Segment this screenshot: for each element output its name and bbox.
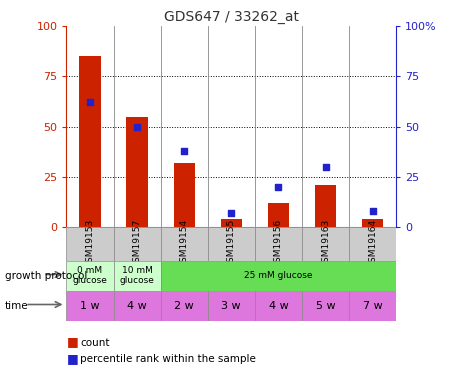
Text: GSM19154: GSM19154 xyxy=(180,219,189,268)
Text: 4 w: 4 w xyxy=(127,301,147,310)
Title: GDS647 / 33262_at: GDS647 / 33262_at xyxy=(164,10,299,24)
FancyBboxPatch shape xyxy=(208,291,255,321)
Text: GSM19156: GSM19156 xyxy=(274,219,283,268)
FancyBboxPatch shape xyxy=(114,261,161,291)
Text: growth protocol: growth protocol xyxy=(5,271,87,280)
FancyBboxPatch shape xyxy=(255,227,302,261)
FancyBboxPatch shape xyxy=(255,291,302,321)
Point xyxy=(322,164,329,170)
FancyBboxPatch shape xyxy=(302,291,349,321)
Bar xyxy=(362,219,383,227)
Text: 1 w: 1 w xyxy=(80,301,100,310)
Text: GSM19164: GSM19164 xyxy=(368,219,377,268)
Bar xyxy=(126,117,147,227)
FancyBboxPatch shape xyxy=(349,291,396,321)
FancyBboxPatch shape xyxy=(161,261,396,291)
FancyBboxPatch shape xyxy=(208,227,255,261)
Text: GSM19155: GSM19155 xyxy=(227,219,236,268)
Text: GSM19153: GSM19153 xyxy=(86,219,94,268)
FancyBboxPatch shape xyxy=(161,291,208,321)
Text: count: count xyxy=(80,338,109,348)
Text: 0 mM
glucose: 0 mM glucose xyxy=(72,266,108,285)
Text: 5 w: 5 w xyxy=(316,301,335,310)
FancyBboxPatch shape xyxy=(349,227,396,261)
Text: 7 w: 7 w xyxy=(363,301,382,310)
Text: 4 w: 4 w xyxy=(268,301,288,310)
Point xyxy=(369,208,376,214)
Point xyxy=(228,210,235,216)
Bar xyxy=(79,56,101,227)
Bar xyxy=(315,185,336,227)
Bar xyxy=(221,219,242,227)
FancyBboxPatch shape xyxy=(66,291,114,321)
FancyBboxPatch shape xyxy=(66,261,114,291)
FancyBboxPatch shape xyxy=(302,227,349,261)
Bar xyxy=(268,203,289,227)
Text: 2 w: 2 w xyxy=(174,301,194,310)
Point xyxy=(86,99,93,105)
Text: percentile rank within the sample: percentile rank within the sample xyxy=(80,354,256,364)
FancyBboxPatch shape xyxy=(161,227,208,261)
Text: GSM19163: GSM19163 xyxy=(321,219,330,268)
Text: ■: ■ xyxy=(66,336,78,348)
Point xyxy=(180,148,188,154)
Text: GSM19157: GSM19157 xyxy=(132,219,142,268)
Text: time: time xyxy=(5,301,28,310)
Text: 3 w: 3 w xyxy=(222,301,241,310)
Point xyxy=(275,184,282,190)
Text: 25 mM glucose: 25 mM glucose xyxy=(244,271,313,280)
Bar xyxy=(174,163,195,227)
FancyBboxPatch shape xyxy=(114,227,161,261)
Text: ■: ■ xyxy=(66,352,78,364)
Text: 10 mM
glucose: 10 mM glucose xyxy=(120,266,154,285)
Point xyxy=(133,124,141,130)
FancyBboxPatch shape xyxy=(66,227,114,261)
FancyBboxPatch shape xyxy=(114,291,161,321)
